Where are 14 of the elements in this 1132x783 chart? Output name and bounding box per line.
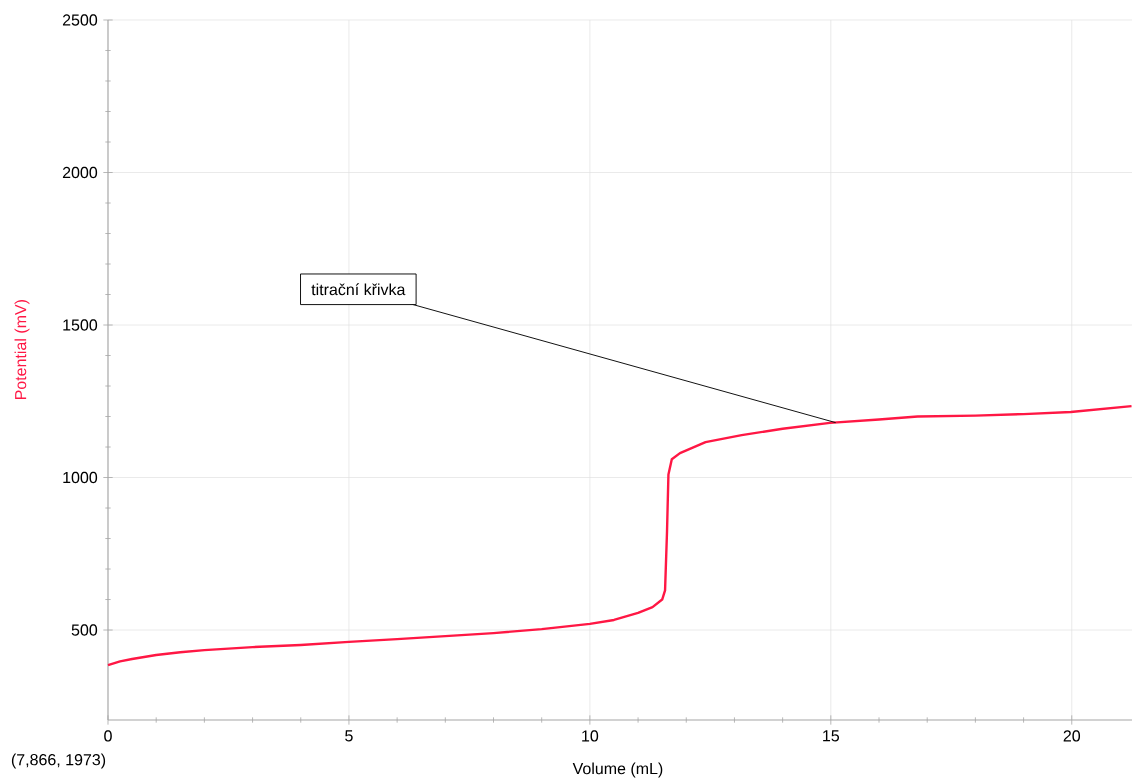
x-axis-title: Volume (mL): [572, 762, 663, 778]
x-tick-label: 20: [1063, 730, 1081, 742]
x-tick-label: 15: [823, 730, 840, 742]
y-tick-label: 1000: [63, 471, 98, 484]
x-tick-label: 0: [104, 730, 112, 742]
y-tick-label: 1500: [63, 319, 98, 331]
annotation: titrační křivka: [311, 283, 406, 296]
x-tick-label: 5: [345, 730, 353, 742]
y-axis-title: Potential (mV): [14, 300, 30, 400]
y-tick-label: 2500: [62, 14, 98, 26]
y-tick-label: 500: [71, 624, 98, 636]
text: (7,866, 1973): [11, 753, 106, 769]
x-tick-label: 10: [582, 730, 599, 742]
y-tick-label: 2000: [62, 166, 98, 179]
